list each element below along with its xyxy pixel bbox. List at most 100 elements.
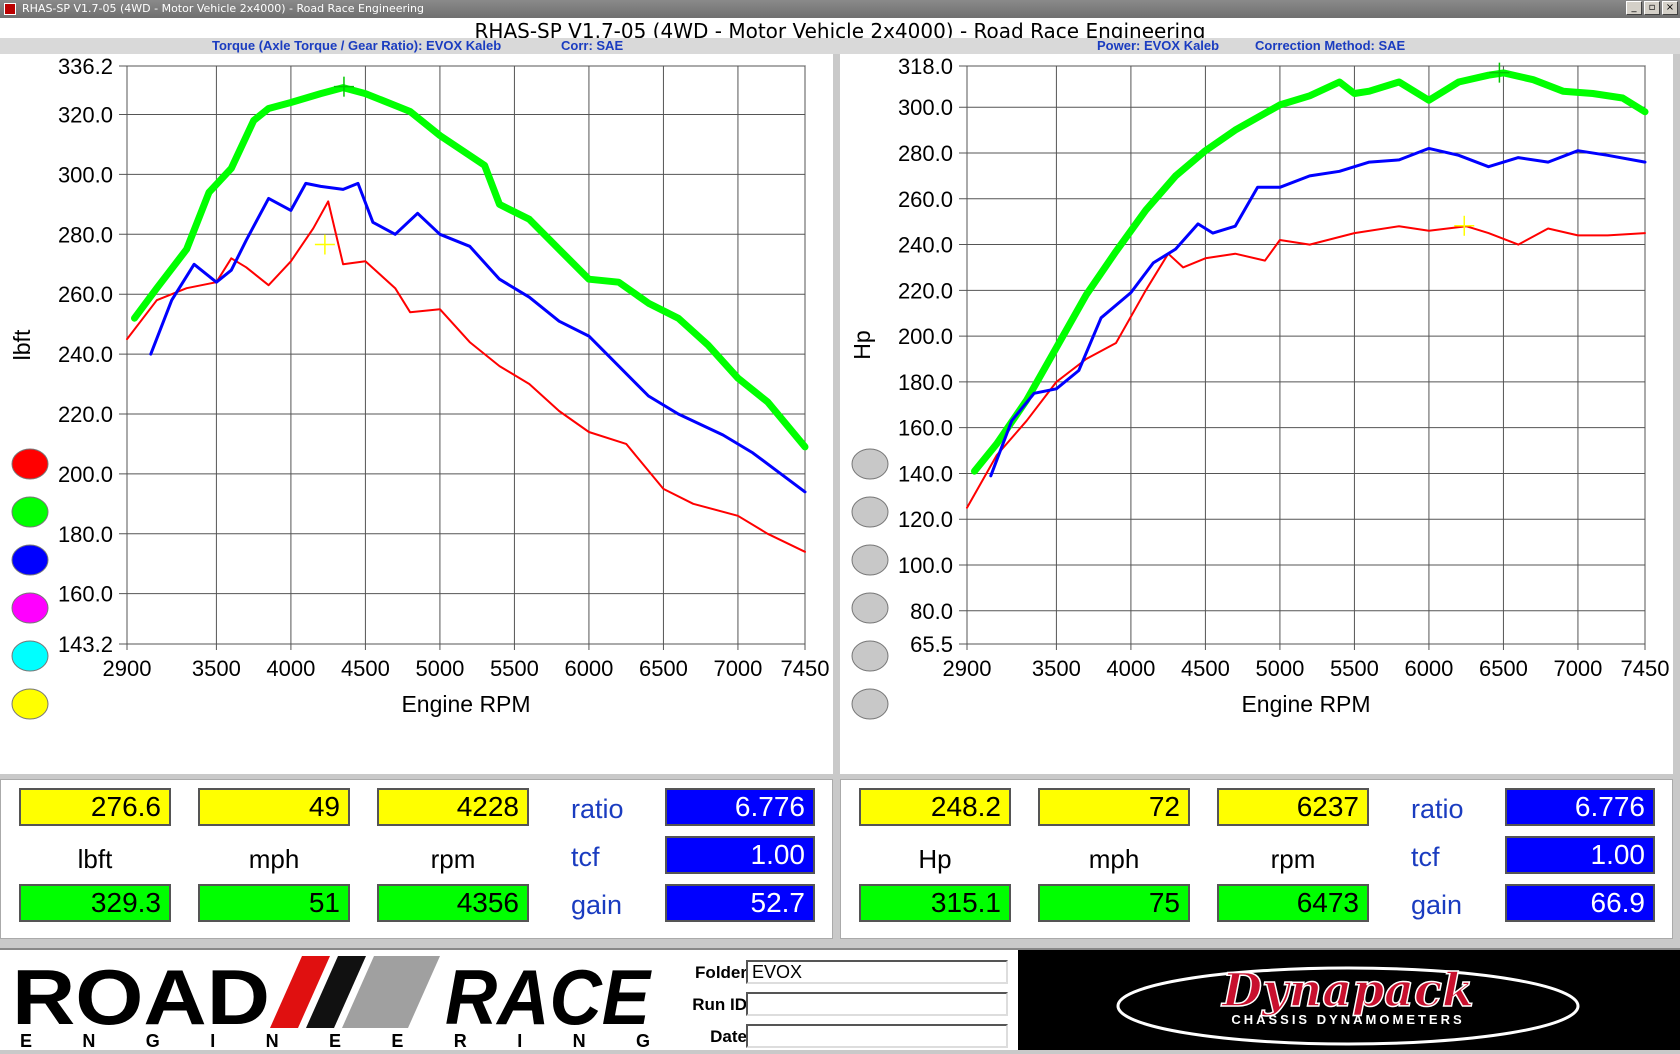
y-tick-label: 260.0 (898, 187, 953, 212)
cursor-torque-value: 276.6 (19, 788, 171, 826)
x-tick-label: 5500 (1330, 656, 1379, 681)
torque-readouts: 276.6 49 4228 lbft mph rpm 329.3 51 4356… (0, 779, 833, 939)
ratio-value: 6.776 (665, 788, 815, 826)
tcf-value: 1.00 (1505, 836, 1655, 874)
main-title: RHAS-SP V1.7-05 (4WD - Motor Vehicle 2x4… (0, 18, 1680, 38)
ratio-label: ratio (571, 794, 624, 824)
series-line-2 (149, 181, 807, 494)
tcf-label: tcf (1411, 842, 1440, 872)
logo-road-text: ROAD (12, 953, 270, 1041)
legend-dot (851, 592, 889, 624)
tcf-label: tcf (571, 842, 600, 872)
date-field[interactable] (746, 1024, 1008, 1048)
y-tick-label: 336.2 (58, 54, 113, 79)
app-icon (4, 3, 16, 15)
folder-label: Folder (695, 963, 747, 982)
legend-dot (11, 448, 49, 480)
x-tick-label: 3500 (192, 656, 241, 681)
x-axis-label: Engine RPM (1241, 691, 1370, 717)
series-line-1 (971, 69, 1649, 475)
dynapack-subtitle: CHASSIS DYNAMOMETERS (1231, 1012, 1464, 1027)
minimize-button[interactable]: _ (1626, 1, 1642, 15)
x-tick-label: 3500 (1032, 656, 1081, 681)
y-tick-label: 260.0 (58, 282, 113, 307)
logo-race-text: RACE (445, 953, 652, 1041)
close-button[interactable]: × (1662, 1, 1678, 15)
max-torque-value: 329.3 (19, 884, 171, 922)
max-rpm-value: 6473 (1217, 884, 1369, 922)
y-tick-label: 220.0 (58, 402, 113, 427)
x-tick-label: 6500 (1479, 656, 1528, 681)
y-axis-label: Hp (849, 330, 875, 359)
dynapack-wordmark: Dynapack (1220, 963, 1474, 1017)
plot-area (126, 65, 806, 645)
x-tick-label: 4000 (1106, 656, 1155, 681)
chart-subheader: Torque (Axle Torque / Gear Ratio): EVOX … (0, 38, 1680, 54)
plot-area (966, 65, 1646, 645)
y-tick-label: 300.0 (898, 95, 953, 120)
rpm-unit-label: rpm (1270, 844, 1316, 874)
power-chart-panel[interactable]: 2900 3500 4000 4500 5000 5500 6000 6500 7000 7450… (840, 54, 1673, 774)
max-power-value: 315.1 (859, 884, 1011, 922)
y-tick-label: 120.0 (898, 507, 953, 532)
x-tick-label: 4500 (1181, 656, 1230, 681)
maximize-button[interactable]: ▫ (1644, 1, 1660, 15)
x-tick-label: 4000 (266, 656, 315, 681)
y-tick-label: 320.0 (58, 103, 113, 128)
cursor-mph-value: 49 (198, 788, 350, 826)
y-tick-label: 280.0 (58, 222, 113, 247)
x-tick-label: 5000 (415, 656, 464, 681)
x-tick-label: 6000 (1404, 656, 1453, 681)
power-readouts: 248.2 72 6237 Hp mph rpm 315.1 75 6473 r… (840, 779, 1673, 939)
y-tick-label: 240.0 (58, 342, 113, 367)
y-axis-label: lbft (9, 329, 35, 360)
max-mph-value: 51 (198, 884, 350, 922)
x-tick-label: 7450 (1621, 656, 1670, 681)
x-tick-label: 6500 (639, 656, 688, 681)
power-source-label: Power: EVOX Kaleb (1097, 38, 1220, 53)
run-id-field[interactable] (746, 992, 1008, 1016)
date-label: Date (710, 1027, 747, 1046)
torque-chart-panel[interactable]: 2900 3500 4000 4500 5000 5500 6000 6500 7000 7450… (0, 54, 833, 774)
cursor-rpm-value: 6237 (1217, 788, 1369, 826)
x-tick-label: 2900 (103, 656, 152, 681)
x-tick-label: 5000 (1255, 656, 1304, 681)
ratio-label: ratio (1411, 794, 1464, 824)
window-titlebar: RHAS-SP V1.7-05 (4WD - Motor Vehicle 2x4… (0, 0, 1680, 18)
mph-unit-label: mph (248, 844, 300, 874)
series-line-1 (131, 84, 809, 451)
folder-field[interactable]: EVOX (746, 960, 1008, 984)
y-tick-label: 220.0 (898, 278, 953, 303)
y-tick-label: 80.0 (910, 599, 953, 624)
legend-dot (851, 496, 889, 528)
torque-chart[interactable]: 2900 3500 4000 4500 5000 5500 6000 6500 7000 7450… (0, 54, 833, 774)
gain-label: gain (1411, 890, 1463, 920)
y-tick-label: 300.0 (58, 162, 113, 187)
max-rpm-value: 4356 (377, 884, 529, 922)
run-id-label: Run ID (692, 995, 747, 1014)
legend-dot (11, 688, 49, 720)
y-tick-label: 140.0 (898, 461, 953, 486)
rpm-unit-label: rpm (430, 844, 476, 874)
x-tick-label: 2900 (943, 656, 992, 681)
legend-dot (11, 592, 49, 624)
tcf-value: 1.00 (665, 836, 815, 874)
y-tick-label: 280.0 (898, 141, 953, 166)
torque-unit-label: lbft (77, 844, 113, 874)
y-tick-label: 200.0 (898, 324, 953, 349)
x-tick-label: 6000 (564, 656, 613, 681)
cursor-rpm-value: 4228 (377, 788, 529, 826)
mph-unit-label: mph (1088, 844, 1140, 874)
y-tick-label: 180.0 (898, 370, 953, 395)
x-tick-label: 7000 (713, 656, 762, 681)
y-tick-label: 160.0 (898, 416, 953, 441)
footer: ROAD RACE E N G I N E E R I N G Folder E… (0, 948, 1680, 1050)
power-correction-label: Correction Method: SAE (1255, 38, 1406, 53)
y-tick-label: 100.0 (898, 553, 953, 578)
torque-correction-label: Corr: SAE (561, 38, 624, 53)
x-tick-label: 4500 (341, 656, 390, 681)
power-unit-label: Hp (918, 844, 952, 874)
legend-dot (851, 640, 889, 672)
power-chart[interactable]: 2900 3500 4000 4500 5000 5500 6000 6500 7000 7450… (840, 54, 1673, 774)
legend-dot (11, 496, 49, 528)
